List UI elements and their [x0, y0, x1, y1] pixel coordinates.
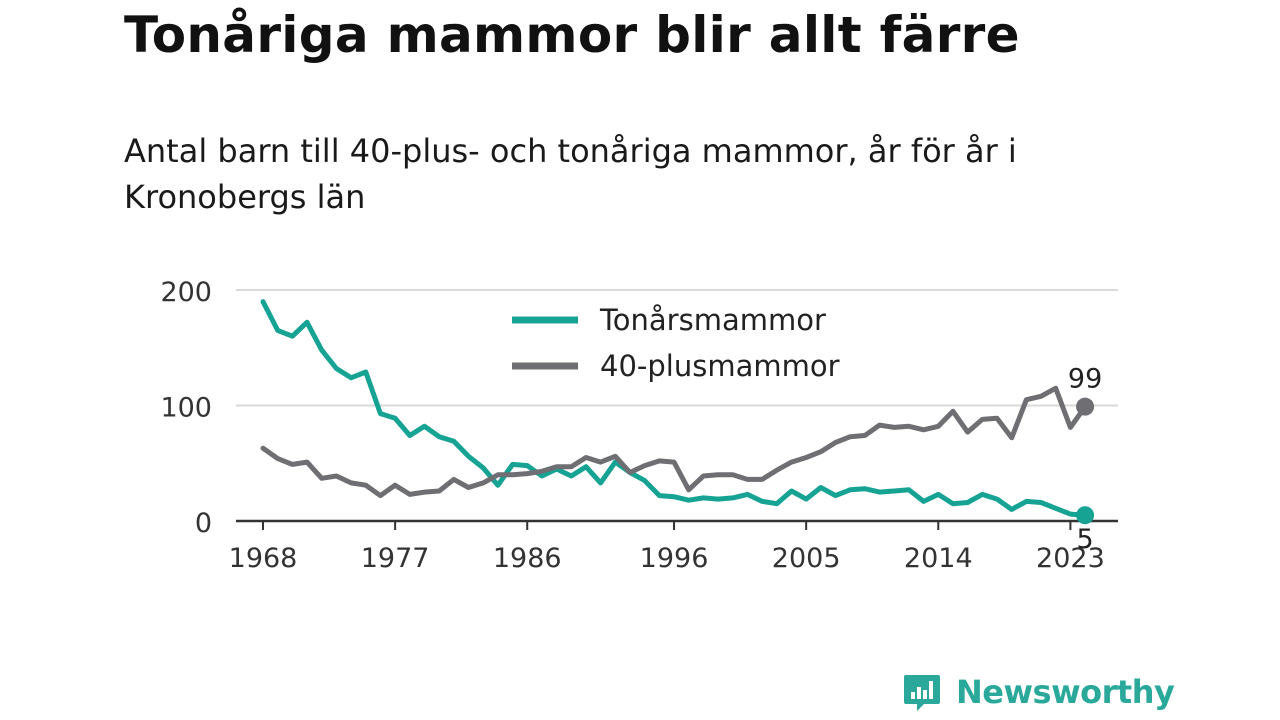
- x-tick-label: 1986: [493, 543, 562, 574]
- newsworthy-logo: Newsworthy: [902, 672, 1175, 712]
- series-line-tonarsmammor: [260, 299, 1088, 518]
- end-value-label: 99: [1068, 364, 1102, 395]
- x-tick-label: 2005: [772, 543, 841, 574]
- x-tick-label: 2023: [1036, 543, 1105, 574]
- series-lines: 5 99: [260, 299, 1102, 555]
- chart-title: Tonåriga mammor blir allt färre: [124, 6, 1020, 64]
- brand-name: Newsworthy: [956, 673, 1175, 711]
- end-point-marker: [1076, 397, 1095, 416]
- chart-subtitle: Antal barn till 40-plus- och tonåriga ma…: [124, 132, 1017, 216]
- x-tick-label: 1996: [640, 543, 709, 574]
- x-tick-label: 2014: [904, 543, 973, 574]
- legend: Tonårsmammor 40-plusmammor: [512, 303, 840, 383]
- x-tick-label: 1968: [229, 543, 298, 574]
- y-tick-label: 0: [195, 508, 212, 539]
- y-tick-label: 200: [160, 277, 212, 308]
- axes: 0 100 200 1968 1977 1986 1996 2005 2014 2023: [160, 277, 1118, 574]
- legend-label: 40-plusmammor: [600, 349, 840, 383]
- end-point-marker: [1076, 506, 1095, 525]
- legend-label: Tonårsmammor: [599, 303, 826, 337]
- series-line-40-plusmammor: [260, 385, 1088, 499]
- end-value-label: 5: [1076, 524, 1093, 555]
- y-tick-label: 100: [160, 393, 212, 424]
- gridlines: [236, 289, 1118, 407]
- x-tick-label: 1977: [361, 543, 430, 574]
- newsworthy-chat-bar-icon: [904, 675, 940, 711]
